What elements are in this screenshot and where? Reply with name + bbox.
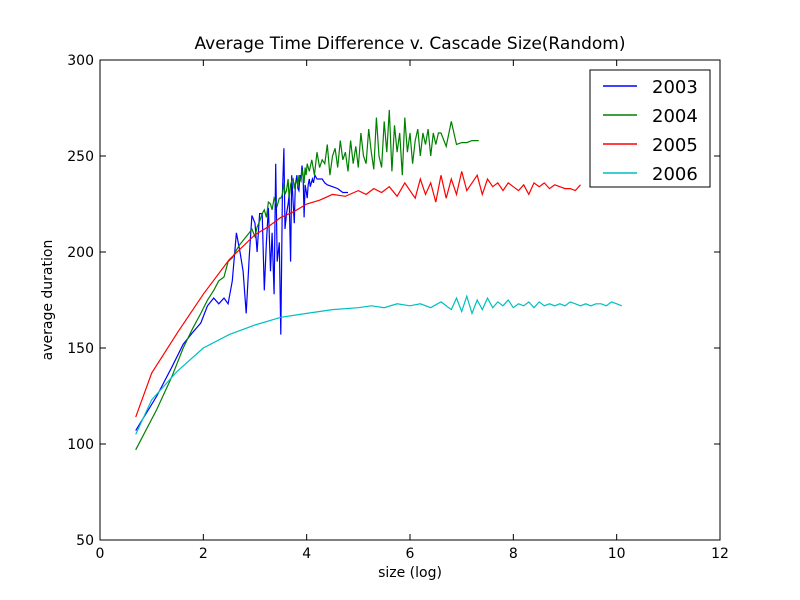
series-line-2004 [135,109,479,451]
y-tick-label: 200 [67,245,94,261]
x-tick-label: 2 [199,546,208,562]
x-tick-label: 6 [406,546,415,562]
y-tick-label: 150 [67,341,94,357]
legend-entry-2003: 2003 [603,77,698,98]
legend-entry-2006: 2006 [603,164,698,185]
x-tick-label: 0 [96,546,105,562]
x-tick-label: 12 [711,546,729,562]
series-line-2005 [135,171,581,418]
chart-title: Average Time Difference v. Cascade Size(… [195,34,626,54]
x-tick-label: 10 [608,546,626,562]
x-axis-label: size (log) [378,565,442,581]
y-axis-label: average duration [40,240,56,361]
legend-label: 2005 [652,135,698,156]
y-tick-label: 100 [67,437,94,453]
y-tick-label: 250 [67,149,94,165]
legend-label: 2004 [652,106,698,127]
legend-entry-2004: 2004 [603,106,698,127]
series-layer [135,109,623,451]
y-tick-label: 300 [67,53,94,69]
x-tick-label: 4 [302,546,311,562]
legend-label: 2006 [652,164,698,185]
legend-box [589,69,711,188]
ticks-layer: 0 2 4 6 8 10 12 50 100 150 200 250 300 [67,53,729,562]
x-tick-label: 8 [509,546,518,562]
series-line-2006 [135,294,623,435]
legend: 2003 2004 2005 2006 [589,69,711,188]
legend-entry-2005: 2005 [603,135,698,156]
y-tick-label: 50 [76,533,94,549]
series-line-2003 [135,148,348,431]
legend-label: 2003 [652,77,698,98]
